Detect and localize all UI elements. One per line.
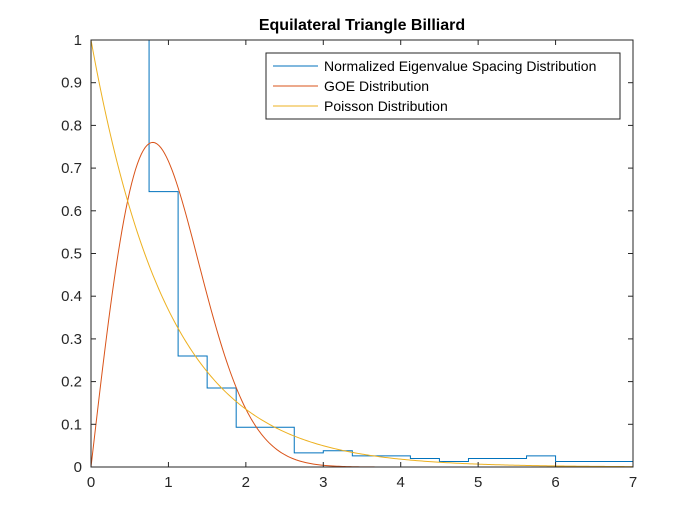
y-tick-label: 0.6 (61, 203, 82, 220)
legend-label: Normalized Eigenvalue Spacing Distributi… (324, 58, 596, 74)
y-tick-label: 0 (74, 459, 82, 476)
legend-label: Poisson Distribution (324, 98, 448, 114)
x-tick-label: 4 (397, 474, 405, 491)
y-tick-label: 0.5 (61, 246, 82, 263)
y-tick-label: 0.9 (61, 75, 82, 92)
x-tick-label: 3 (319, 474, 327, 491)
y-tick-label: 0.3 (61, 331, 82, 348)
axes: 0 1 2 3 4 5 6 7 0 0.1 0.2 0.3 0.4 0.5 0.6 0.7 0.8 0.9 1 (61, 32, 637, 491)
y-tick-label: 1 (74, 32, 82, 49)
y-tick-label: 0.1 (61, 416, 82, 433)
y-tick-label: 0.8 (61, 117, 82, 134)
x-tick-label: 7 (629, 474, 637, 491)
x-tick-label: 0 (87, 474, 95, 491)
y-tick-label: 0.2 (61, 374, 82, 391)
x-tick-label: 6 (551, 474, 559, 491)
y-tick-label: 0.7 (61, 160, 82, 177)
legend: Normalized Eigenvalue Spacing Distributi… (265, 52, 621, 120)
legend-label: GOE Distribution (324, 78, 429, 94)
x-tick-label: 5 (474, 474, 482, 491)
y-tick-label: 0.4 (61, 288, 82, 305)
series-line-1 (119, 40, 633, 462)
legend-box (265, 52, 621, 120)
x-tick-label: 1 (164, 474, 172, 491)
x-tick-label: 2 (242, 474, 250, 491)
chart-title: Equilateral Triangle Billiard (259, 17, 465, 34)
series-line-3 (91, 40, 633, 467)
